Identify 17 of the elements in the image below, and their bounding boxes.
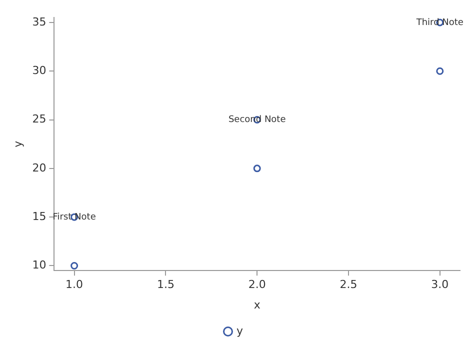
x-tick-label: 3.0 [431, 278, 449, 292]
y-tick-label: 20 [32, 161, 46, 174]
x-tick-label: 2.0 [248, 278, 266, 292]
y-tick-label: 10 [32, 258, 46, 272]
x-tick-label: 1.0 [66, 278, 84, 292]
y-tick-label: 25 [32, 112, 46, 126]
y-tick-label: 35 [32, 15, 46, 28]
point [70, 262, 78, 270]
point [253, 164, 261, 172]
x-tick-label: 2.5 [340, 278, 358, 292]
y-tick-label: 30 [32, 64, 46, 77]
y-tick-label: 15 [32, 210, 46, 223]
x-tick-label: 1.5 [156, 278, 174, 292]
point [436, 67, 444, 75]
y-axis-title: y [11, 140, 24, 148]
x-axis-title: x [254, 298, 261, 312]
legend-label: y [236, 324, 244, 338]
